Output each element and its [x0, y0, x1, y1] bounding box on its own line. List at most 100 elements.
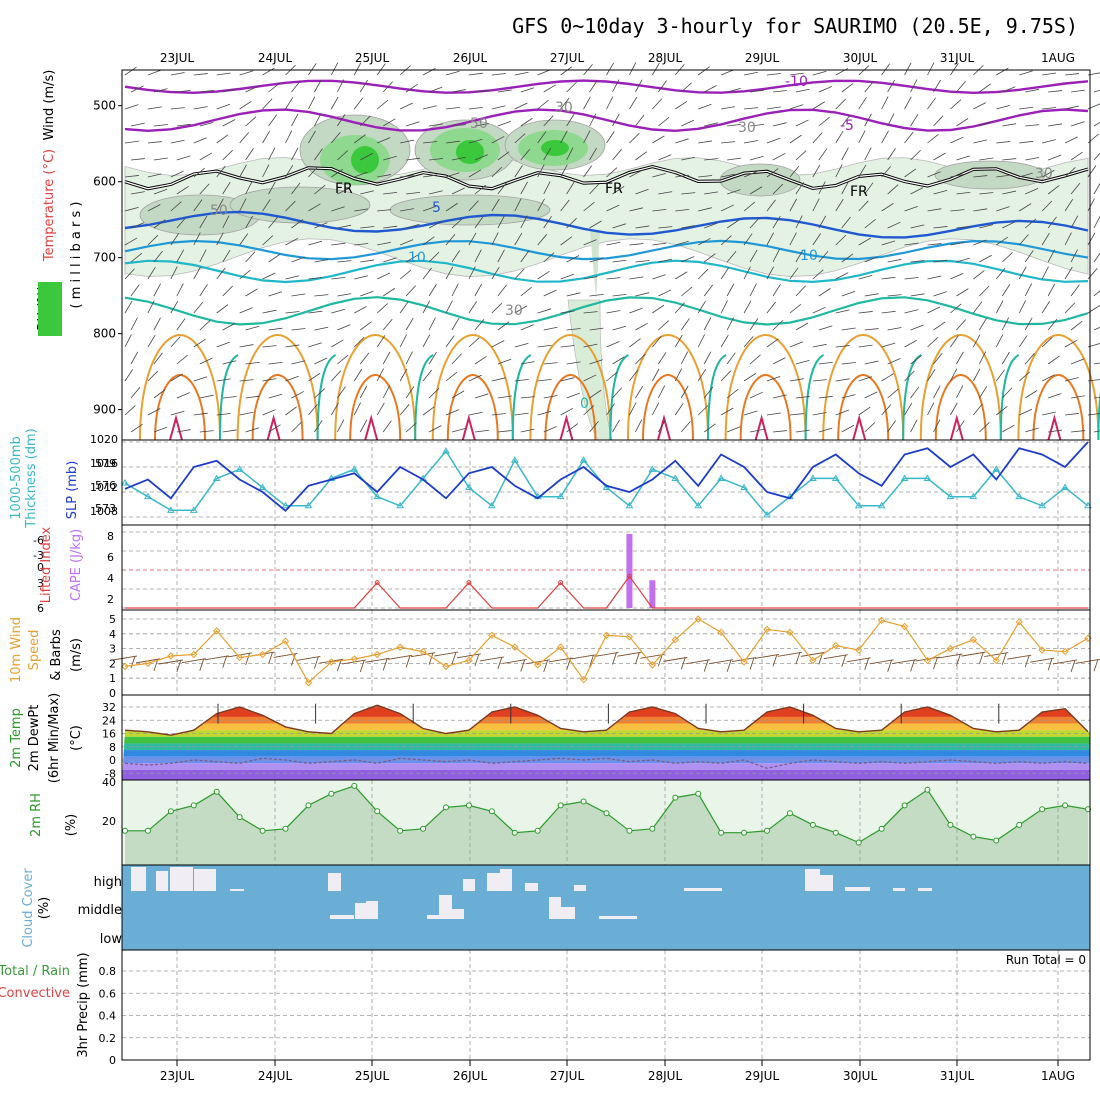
wind-barb — [956, 351, 964, 365]
wind-barb — [376, 99, 389, 110]
cloud-cover-bg — [122, 865, 1090, 950]
wind-speed-marker — [534, 661, 542, 669]
wind-barb — [858, 406, 871, 416]
wind-barb — [520, 87, 535, 93]
wind-barb — [749, 155, 764, 161]
wind-barb — [629, 307, 643, 314]
wind-barb — [749, 428, 764, 433]
wind-barb — [720, 204, 734, 212]
wind-barb — [239, 233, 249, 246]
y-label-barbs: & Barbs — [49, 629, 64, 681]
wind-barb — [468, 200, 479, 212]
wind-barb — [1002, 86, 1016, 93]
wind-barb — [950, 335, 959, 348]
wind-speed-marker — [763, 625, 771, 634]
wind-barb — [927, 337, 938, 348]
wind-barb — [239, 269, 251, 280]
date-label-top: 25JUL — [355, 51, 390, 65]
wind-barb — [612, 387, 623, 399]
wind-barb — [956, 319, 967, 331]
wind-barb — [658, 191, 673, 195]
wind-barb — [124, 104, 139, 110]
wind-barb — [1087, 165, 1097, 178]
wind-barb — [124, 369, 134, 382]
wind-barb — [566, 328, 581, 331]
wind-barb — [606, 204, 620, 212]
wind-barb — [720, 300, 728, 314]
lifted-index-marker — [558, 580, 564, 586]
wind-barb — [468, 106, 483, 110]
cloud-high-bar — [156, 871, 168, 891]
wind-barb — [543, 181, 551, 195]
wind-barb — [612, 185, 625, 195]
precip-tick-label: 0.2 — [99, 1032, 117, 1045]
temp-contour-diurnal — [139, 333, 221, 441]
wind-barb-10m — [1052, 659, 1078, 665]
wind-barb — [291, 219, 303, 229]
wind-barb — [216, 267, 226, 280]
wind-barb — [589, 359, 604, 365]
precip-tick-label: 0.4 — [99, 1010, 117, 1023]
wind-barb — [818, 116, 830, 127]
wind-barb — [635, 292, 650, 297]
wind-barb — [658, 80, 667, 93]
wind-speed-marker — [511, 643, 519, 651]
rh-2m-marker — [695, 790, 702, 797]
rh-2m-marker — [1016, 821, 1023, 828]
wind-barb — [933, 79, 942, 93]
wind-barb — [881, 63, 891, 76]
temp-color-band — [122, 763, 1090, 770]
wind-barb-10m — [222, 655, 228, 668]
wind-barb — [629, 207, 644, 212]
wind-barb — [772, 283, 781, 297]
wind-barb — [193, 301, 204, 314]
wind-barb — [239, 198, 247, 212]
wind-barb — [285, 375, 299, 382]
wind-barb — [795, 360, 810, 365]
contour-label: 10 — [800, 248, 818, 264]
wind-barb — [245, 148, 254, 161]
y-label-convective: Convective — [0, 986, 70, 1001]
wind-barb — [904, 402, 913, 416]
wind-barb — [514, 133, 526, 144]
wind-barb — [858, 275, 873, 280]
cloud-high-bar — [194, 869, 216, 891]
wind-barb — [858, 130, 866, 144]
wind-barb — [314, 357, 328, 365]
wind-barb — [956, 118, 969, 127]
wind-barb — [933, 226, 948, 229]
wind-barb — [245, 215, 254, 229]
wind-barb — [176, 392, 190, 399]
date-label-bottom: 31JUL — [940, 1069, 975, 1083]
wind-barb — [720, 267, 730, 280]
wind-barb — [789, 413, 804, 416]
wind-speed-marker — [556, 643, 565, 651]
cape-tick-label: 2 — [107, 593, 114, 606]
wind-barb — [337, 150, 348, 161]
date-label-top: 29JUL — [745, 51, 780, 65]
wind-barb — [216, 378, 231, 382]
wind-barb — [1025, 188, 1039, 195]
wind-barb — [199, 121, 214, 127]
wind-barb — [239, 164, 247, 178]
wind-barb — [308, 372, 321, 382]
wind-barb — [314, 79, 322, 93]
temp-contour-minus5 — [124, 108, 1089, 133]
wind-barb — [428, 425, 442, 433]
wind-barb — [170, 139, 185, 144]
wind-barb — [428, 86, 443, 93]
wind-barb — [680, 318, 690, 331]
wind-barb — [245, 325, 260, 331]
wind-barb — [491, 302, 503, 314]
wind-barb — [583, 165, 593, 178]
wind-barb — [995, 369, 1005, 382]
wind-speed-marker — [465, 656, 473, 665]
lifted-index-line — [125, 575, 1088, 609]
wind-barb — [566, 361, 581, 365]
wind-barb — [950, 136, 964, 144]
wind-barb — [612, 113, 620, 127]
date-label-bottom: 23JUL — [160, 1069, 195, 1083]
contour-label: FR — [605, 181, 623, 197]
wind-barb — [285, 130, 293, 144]
wind-barb — [239, 344, 254, 348]
